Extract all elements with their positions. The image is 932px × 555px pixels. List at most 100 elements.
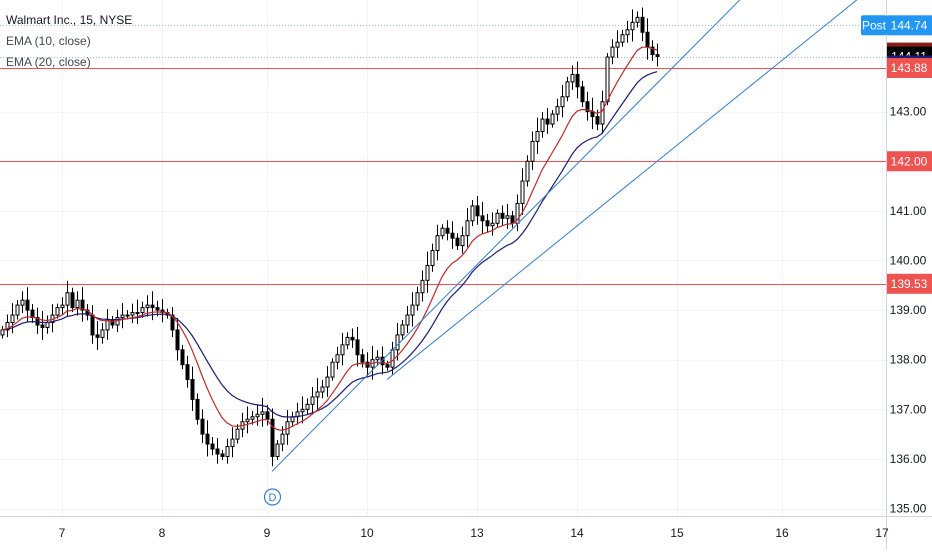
candle-body[interactable] [390, 349, 395, 368]
candle-body[interactable] [155, 307, 160, 311]
candle-body[interactable] [495, 212, 500, 224]
candle-body[interactable] [535, 130, 540, 142]
candle-body[interactable] [175, 329, 180, 351]
candle-body[interactable] [215, 448, 220, 455]
candle-body[interactable] [20, 299, 25, 306]
ema20-line[interactable] [1, 71, 658, 418]
candle-body[interactable] [445, 227, 450, 234]
candle-body[interactable] [455, 237, 460, 247]
candle-body[interactable] [450, 232, 455, 239]
candle-body[interactable] [330, 361, 335, 378]
candle-body[interactable] [435, 235, 440, 252]
candle-body[interactable] [385, 364, 390, 368]
candle-body[interactable] [15, 304, 20, 316]
candle-body[interactable] [45, 322, 50, 328]
legend-ema10[interactable]: EMA (10, close) [6, 34, 91, 48]
candle-body[interactable] [335, 354, 340, 363]
candle-body[interactable] [135, 312, 140, 315]
candle-body[interactable] [280, 433, 285, 445]
candle-body[interactable] [605, 56, 610, 103]
candle-body[interactable] [140, 307, 145, 314]
candle-body[interactable] [105, 319, 110, 331]
candle-body[interactable] [75, 299, 80, 309]
candle-body[interactable] [230, 438, 235, 448]
candle-body[interactable] [300, 408, 305, 413]
candle-body[interactable] [635, 16, 640, 23]
candle-body[interactable] [440, 227, 445, 237]
candle-body[interactable] [505, 215, 510, 219]
candle-body[interactable] [235, 428, 240, 440]
candle-body[interactable] [10, 314, 15, 323]
candle-body[interactable] [425, 264, 430, 281]
candle-body[interactable] [310, 396, 315, 405]
candle-body[interactable] [270, 418, 275, 457]
candle-body[interactable] [525, 160, 530, 182]
candle-body[interactable] [400, 324, 405, 336]
candle-body[interactable] [210, 443, 215, 450]
candle-body[interactable] [245, 418, 250, 423]
candle-body[interactable] [150, 304, 155, 309]
candle-body[interactable] [615, 41, 620, 48]
candle-body[interactable] [340, 344, 345, 356]
candle-body[interactable] [315, 391, 320, 398]
candle-body[interactable] [360, 354, 365, 363]
candle-body[interactable] [60, 304, 65, 309]
legend-symbol[interactable]: Walmart Inc., 15, NYSE [6, 13, 133, 27]
candle-body[interactable] [90, 314, 95, 336]
dividend-marker[interactable] [263, 488, 282, 506]
candle-body[interactable] [120, 314, 125, 319]
candle-body[interactable] [560, 96, 565, 108]
candle-body[interactable] [130, 312, 135, 316]
candle-body[interactable] [55, 307, 60, 316]
candle-body[interactable] [470, 205, 475, 222]
candle-body[interactable] [570, 73, 575, 83]
candle-body[interactable] [625, 29, 630, 36]
candle-body[interactable] [190, 379, 195, 400]
candle-body[interactable] [395, 334, 400, 351]
candle-body[interactable] [185, 364, 190, 381]
candle-body[interactable] [530, 140, 535, 162]
candle-body[interactable] [40, 324, 45, 328]
candle-body[interactable] [25, 299, 30, 311]
candle-body[interactable] [610, 46, 615, 58]
candle-body[interactable] [640, 16, 645, 33]
ema10-line[interactable] [1, 46, 658, 432]
candle-body[interactable] [655, 54, 660, 58]
candle-body[interactable] [5, 322, 10, 331]
candle-body[interactable] [80, 299, 85, 311]
candle-body[interactable] [410, 304, 415, 316]
candle-body[interactable] [250, 416, 255, 420]
candle-body[interactable] [145, 304, 150, 309]
candle-body[interactable] [170, 314, 175, 331]
candle-body[interactable] [550, 113, 555, 125]
candle-body[interactable] [650, 46, 655, 56]
candle-body[interactable] [420, 279, 425, 294]
candle-body[interactable] [475, 205, 480, 217]
candle-body[interactable] [355, 339, 360, 356]
candle-body[interactable] [555, 106, 560, 115]
candle-body[interactable] [595, 116, 600, 125]
candle-body[interactable] [180, 349, 185, 366]
candle-body[interactable] [325, 376, 330, 388]
candle-body[interactable] [520, 180, 525, 204]
candle-body[interactable] [365, 361, 370, 368]
candle-body[interactable] [565, 81, 570, 98]
candle-body[interactable] [460, 235, 465, 247]
candle-body[interactable] [305, 403, 310, 410]
candle-body[interactable] [95, 334, 100, 338]
candle-body[interactable] [195, 398, 200, 420]
candle-body[interactable] [265, 411, 270, 420]
candle-body[interactable] [345, 336, 350, 346]
candle-body[interactable] [540, 118, 545, 132]
candle-body[interactable] [545, 118, 550, 125]
candle-body[interactable] [630, 21, 635, 31]
candle-body[interactable] [205, 433, 210, 445]
candle-body[interactable] [320, 386, 325, 393]
candle-body[interactable] [485, 220, 490, 227]
candle-body[interactable] [220, 453, 225, 457]
candle-body[interactable] [500, 212, 505, 219]
candle-body[interactable] [620, 34, 625, 43]
candle-body[interactable] [465, 220, 470, 237]
candle-body[interactable] [125, 314, 130, 317]
